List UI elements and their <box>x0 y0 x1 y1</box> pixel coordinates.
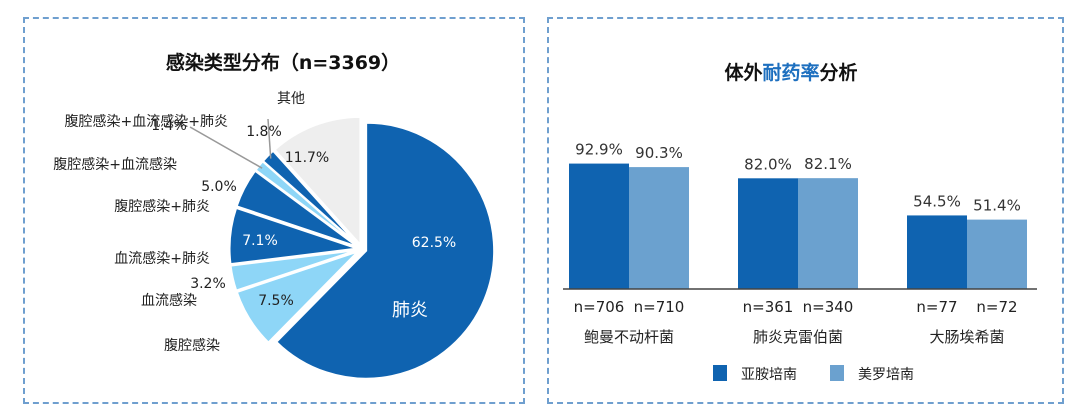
pie-slice-value: 62.5% <box>412 235 456 251</box>
category-label: 肺炎克雷伯菌 <box>753 328 843 346</box>
bar-chart: 体外耐药率分析 92.9% n=706 90.3% n=710 鲍曼不动杆菌 82.0% n… <box>549 19 1062 402</box>
bar <box>798 178 858 289</box>
legend-label: 美罗培南 <box>858 367 914 383</box>
pie-slice-name: 腹腔感染 <box>164 337 220 354</box>
pie-slice-value: 5.0% <box>201 179 237 195</box>
bar-value-label: 54.5% <box>913 192 961 210</box>
legend-swatch <box>713 365 727 381</box>
bar <box>738 178 798 289</box>
pie-chart-panel: 感染类型分布（n=3369） 肺炎 62.5% 腹腔感染 7.5% 血流感染 3.2% 血流… <box>23 17 525 404</box>
bar <box>569 164 629 289</box>
pie-slice-name: 腹腔感染+肺炎 <box>114 198 210 215</box>
bar-n-label: n=361 <box>743 298 794 316</box>
category-label: 大肠埃希菌 <box>929 328 1004 346</box>
pie-title: 感染类型分布（n=3369） <box>166 51 400 74</box>
legend-label: 亚胺培南 <box>741 367 797 383</box>
bar-title: 体外耐药率分析 <box>724 61 857 84</box>
pie-slice-name: 腹腔感染+血流感染+肺炎 <box>65 113 228 130</box>
bar-n-label: n=340 <box>803 298 854 316</box>
pie-slice-value: 1.8% <box>246 124 282 140</box>
bar-value-label: 90.3% <box>635 144 683 162</box>
pie-slice-name: 其他 <box>277 91 305 107</box>
bar-chart-panel: 体外耐药率分析 92.9% n=706 90.3% n=710 鲍曼不动杆菌 82.0% n… <box>547 17 1064 404</box>
pie-slice-value: 11.7% <box>285 150 329 166</box>
bar-value-label: 92.9% <box>575 141 623 159</box>
bar-n-label: n=710 <box>634 298 685 316</box>
legend-swatch <box>830 365 844 381</box>
bar-title-part-1: 体外 <box>724 61 762 84</box>
bar-n-label: n=72 <box>976 298 1017 316</box>
bar-title-part-3: 分析 <box>820 61 858 84</box>
bar-value-label: 82.0% <box>744 155 792 173</box>
pie-slice-name: 血流感染 <box>141 292 197 309</box>
pie-slice-name: 血流感染+肺炎 <box>114 250 210 267</box>
bar <box>907 215 967 289</box>
bar-marks <box>563 164 1037 289</box>
pie-slice-value: 7.5% <box>258 293 294 309</box>
bar-value-label: 51.4% <box>973 197 1021 215</box>
bar <box>967 220 1027 289</box>
pie-slice-name: 肺炎 <box>392 300 428 321</box>
bar-n-label: n=77 <box>916 298 957 316</box>
pie-slice-value: 7.1% <box>242 233 278 249</box>
bar-title-part-accent: 耐药率 <box>762 61 819 84</box>
bar-value-label: 82.1% <box>804 155 852 173</box>
bar <box>629 167 689 289</box>
category-label: 鲍曼不动杆菌 <box>584 328 674 346</box>
pie-slice-name: 腹腔感染+血流感染 <box>53 156 177 173</box>
pie-slice-value: 3.2% <box>190 276 226 292</box>
bar-legend: 亚胺培南 美罗培南 <box>713 365 914 383</box>
bar-n-label: n=706 <box>574 298 625 316</box>
